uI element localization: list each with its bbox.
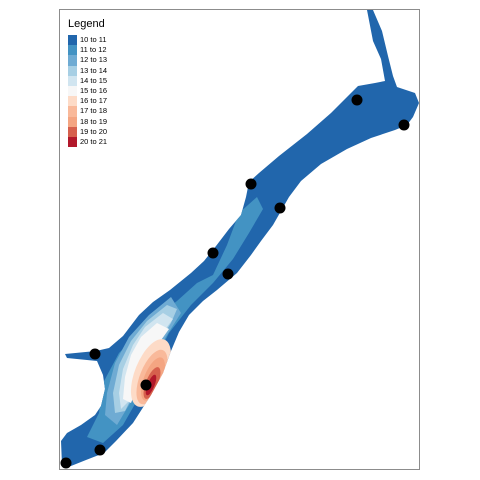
legend-swatch (68, 45, 77, 56)
sample-point[interactable] (398, 119, 410, 131)
legend-label: 18 to 19 (80, 116, 108, 126)
legend-item: 19 to 20 (68, 126, 108, 137)
legend-item: 14 to 15 (68, 75, 108, 86)
lake-surface (61, 10, 419, 466)
legend-label: 11 to 12 (80, 45, 107, 55)
legend-swatch (68, 106, 77, 117)
legend-item: 12 to 13 (68, 55, 108, 66)
legend-label: 16 to 17 (80, 96, 108, 106)
legend-label: 10 to 11 (80, 35, 107, 45)
legend-swatch (68, 126, 77, 137)
sample-point[interactable] (207, 247, 219, 259)
legend-item: 20 to 21 (68, 136, 108, 148)
legend-swatch (68, 55, 77, 66)
legend-label: 15 to 16 (80, 86, 108, 96)
legend-label: 19 to 20 (80, 126, 108, 136)
sample-point[interactable] (274, 202, 286, 214)
legend-title: Legend (68, 18, 105, 30)
legend-swatch (68, 85, 77, 97)
sample-points (60, 94, 410, 469)
legend-item: 17 to 18 (68, 106, 108, 117)
sample-point[interactable] (89, 348, 101, 360)
legend-item: 18 to 19 (68, 116, 108, 127)
legend-swatch (68, 116, 77, 127)
sample-point[interactable] (94, 444, 106, 456)
map-panel (59, 9, 420, 470)
sample-point[interactable] (351, 94, 363, 106)
legend-item: 11 to 12 (68, 45, 107, 56)
legend-label: 17 to 18 (80, 106, 108, 116)
legend-swatch (68, 35, 77, 46)
sample-point[interactable] (222, 268, 234, 280)
legend-item: 10 to 11 (68, 35, 107, 46)
sample-point[interactable] (245, 178, 257, 190)
legend-item: 13 to 14 (68, 65, 108, 76)
legend-label: 14 to 15 (80, 75, 108, 85)
legend-label: 20 to 21 (80, 136, 108, 146)
legend-swatch (68, 136, 77, 148)
legend-swatch (68, 65, 77, 76)
legend-label: 13 to 14 (80, 65, 108, 75)
legend-item: 15 to 16 (68, 85, 108, 97)
lake-map (60, 10, 419, 469)
legend-swatch (68, 96, 77, 107)
map-legend: Legend 10 to 11 11 to 12 12 to 13 13 to 14 1… (68, 17, 108, 148)
legend-swatch (68, 75, 77, 86)
legend-label: 12 to 13 (80, 55, 108, 65)
legend-classes: 10 to 11 11 to 12 12 to 13 13 to 14 14 to 15… (68, 35, 108, 148)
legend-item: 16 to 17 (68, 96, 108, 107)
sample-point[interactable] (60, 457, 72, 469)
sample-point[interactable] (140, 379, 152, 391)
